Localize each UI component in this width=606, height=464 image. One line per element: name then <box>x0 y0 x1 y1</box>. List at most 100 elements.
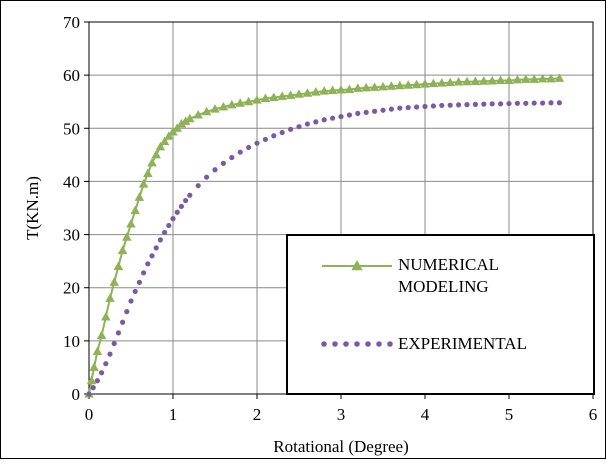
data-point-triangle <box>269 92 279 101</box>
data-point-triangle <box>319 86 329 95</box>
legend-label-numerical: NUMERICAL MODELING <box>398 255 499 296</box>
data-point-dot <box>422 103 428 110</box>
x-axis-title: Rotational (Degree) <box>273 437 408 456</box>
data-point-dot <box>514 100 521 106</box>
data-point-triangle <box>134 192 145 201</box>
data-point-triangle <box>554 73 565 82</box>
data-point-triangle <box>285 90 296 99</box>
data-point-dot <box>271 133 277 139</box>
data-point-dot <box>531 100 537 106</box>
data-point-triangle <box>336 85 346 94</box>
data-point-triangle <box>122 232 132 241</box>
data-point-triangle <box>420 79 430 88</box>
legend-dot-marker <box>365 341 371 347</box>
series-layer <box>84 73 565 398</box>
data-point-dot <box>178 203 184 210</box>
legend-dot-marker <box>332 341 338 347</box>
data-point-dot <box>141 270 147 276</box>
data-point-triangle <box>504 75 514 84</box>
data-point-dot <box>456 102 462 108</box>
data-point-dot <box>174 209 180 215</box>
data-point-triangle <box>201 106 212 116</box>
data-point-dot <box>380 107 386 113</box>
data-point-triangle <box>361 82 371 92</box>
data-point-dot <box>296 124 302 130</box>
data-point-triangle <box>130 205 140 215</box>
data-point-dot <box>338 113 344 120</box>
data-point-dot <box>229 154 235 161</box>
data-point-triangle <box>302 88 313 97</box>
data-point-dot <box>279 129 285 136</box>
data-point-triangle <box>395 80 405 90</box>
y-tick-label: 20 <box>63 279 80 298</box>
data-point-dot <box>86 391 92 397</box>
data-point-triangle <box>113 261 124 270</box>
data-point-dot <box>204 174 210 180</box>
data-point-dot <box>212 167 218 173</box>
data-point-dot <box>388 106 394 112</box>
x-tick-label: 2 <box>253 405 262 424</box>
data-point-dot <box>183 197 189 204</box>
data-point-dot <box>237 149 243 155</box>
y-tick-label: 10 <box>63 332 80 351</box>
data-point-triangle <box>159 136 170 146</box>
data-point-triangle <box>445 77 455 87</box>
data-point-triangle <box>151 149 161 159</box>
data-point-dot <box>346 112 352 118</box>
data-point-dot <box>254 140 260 146</box>
data-point-triangle <box>89 362 99 371</box>
data-point-dot <box>195 183 201 189</box>
data-point-dot <box>103 361 109 367</box>
data-point-triangle <box>155 141 166 151</box>
data-point-triangle <box>243 96 254 106</box>
data-point-triangle <box>176 119 187 128</box>
series-line <box>88 77 560 395</box>
data-point-triangle <box>86 375 97 385</box>
data-point-triangle <box>227 99 237 109</box>
x-tick-label: 3 <box>337 405 346 424</box>
data-point-dot <box>405 104 411 111</box>
data-point-dot <box>372 108 378 114</box>
data-point-dot <box>187 192 193 198</box>
data-point-triangle <box>96 330 107 340</box>
legend-dot-marker <box>354 341 360 347</box>
data-point-dot <box>523 100 529 106</box>
legend-box <box>286 234 595 395</box>
data-point-dot <box>481 101 487 107</box>
data-point-triangle <box>126 218 136 228</box>
data-point-triangle <box>218 102 229 111</box>
data-point-dot <box>262 136 268 143</box>
data-point-dot <box>556 100 563 106</box>
data-point-triangle <box>462 76 472 86</box>
data-point-dot <box>107 351 113 357</box>
data-point-triangle <box>311 87 321 96</box>
data-point-triangle <box>512 74 523 84</box>
x-tick-label: 4 <box>421 405 430 424</box>
legend-dot-marker <box>321 341 327 347</box>
data-point-triangle <box>147 157 157 167</box>
data-point-triangle <box>437 78 447 87</box>
data-point-dot <box>397 105 403 111</box>
legend-sample-numerical <box>322 260 392 271</box>
x-tick-label: 6 <box>589 405 598 424</box>
legend: NUMERICAL MODELING EXPERIMENTAL <box>286 234 595 395</box>
data-point-dot <box>99 370 105 376</box>
data-point-dot <box>506 100 512 107</box>
data-point-triangle <box>138 179 149 188</box>
y-tick-label: 70 <box>63 13 80 32</box>
data-point-dot <box>132 288 138 295</box>
data-point-dot <box>321 117 327 123</box>
data-point-dot <box>90 385 96 391</box>
series-numerical-modeling <box>84 73 565 398</box>
legend-dot-marker <box>387 341 393 347</box>
legend-dot-marker <box>343 341 349 347</box>
data-point-dot <box>149 253 155 259</box>
legend-label-experimental: EXPERIMENTAL <box>398 334 527 353</box>
data-point-triangle <box>369 82 380 91</box>
data-point-dot <box>157 237 163 243</box>
data-point-triangle <box>109 277 119 286</box>
data-point-dot <box>111 340 117 347</box>
data-point-dot <box>128 298 134 304</box>
data-point-triangle <box>495 75 506 84</box>
